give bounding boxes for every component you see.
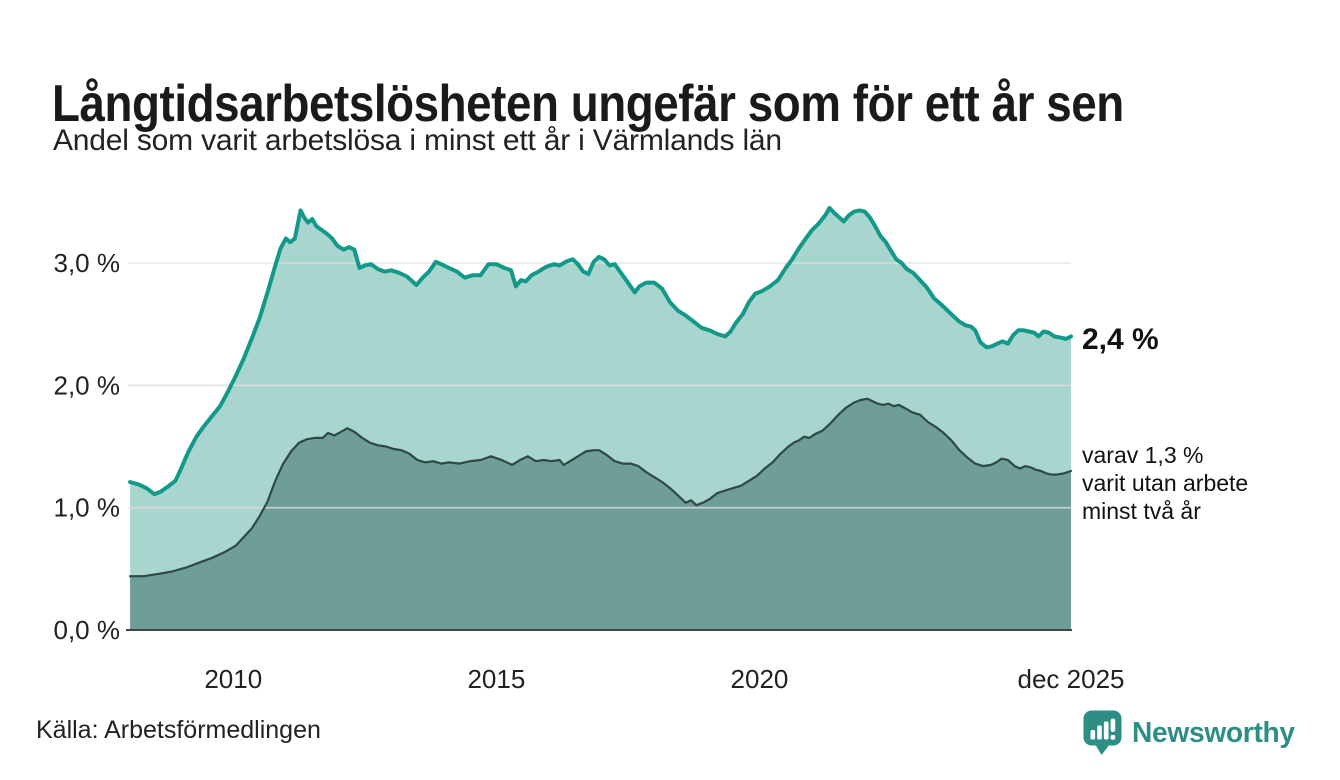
gridlines [128,262,1071,509]
x-tick-2015: 2015 [467,664,525,694]
page-title: Långtidsarbetslösheten ungefär som för e… [52,74,1124,133]
source-caption: Källa: Arbetsförmedlingen [36,716,321,744]
newsworthy-wordmark: Newsworthy [1132,716,1295,749]
x-tick-dec 2025: dec 2025 [1018,664,1125,694]
page-subtitle: Andel som varit arbetslösa i minst ett å… [53,124,782,157]
latest-value-label: 2,4 % [1082,323,1159,356]
series-lines [128,206,1073,578]
x-tick-2010: 2010 [204,664,262,694]
y-tick-3,0 %: 3,0 % [54,248,121,278]
newsworthy-bubble-icon [1083,710,1122,755]
area-fills [130,208,1072,630]
y-tick-1,0 %: 1,0 % [54,493,121,523]
series-line-0 [128,206,1073,497]
x-tick-labels: 2010 2015 2020 dec 2025 [204,664,1124,694]
series-line-1 [129,397,1073,578]
y-tick-labels: 0,0 % 1,0 % 2,0 % 3,0 % [54,248,121,645]
breakdown-annotation: varav 1,3 % varit utan arbete minst två … [1082,442,1249,524]
newsworthy-logo[interactable]: Newsworthy [1083,710,1300,756]
series-area-1 [130,398,1072,630]
y-tick-0,0 %: 0,0 % [54,615,121,645]
x-tick-2020: 2020 [731,664,789,694]
y-tick-2,0 %: 2,0 % [54,370,121,400]
